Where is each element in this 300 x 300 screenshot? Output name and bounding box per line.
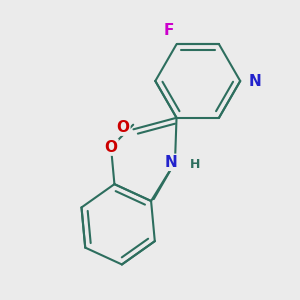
Text: F: F: [164, 23, 174, 38]
Text: N: N: [164, 155, 177, 170]
Text: H: H: [190, 158, 200, 171]
Text: O: O: [104, 140, 118, 154]
Text: N: N: [249, 74, 262, 88]
Text: O: O: [116, 120, 129, 135]
